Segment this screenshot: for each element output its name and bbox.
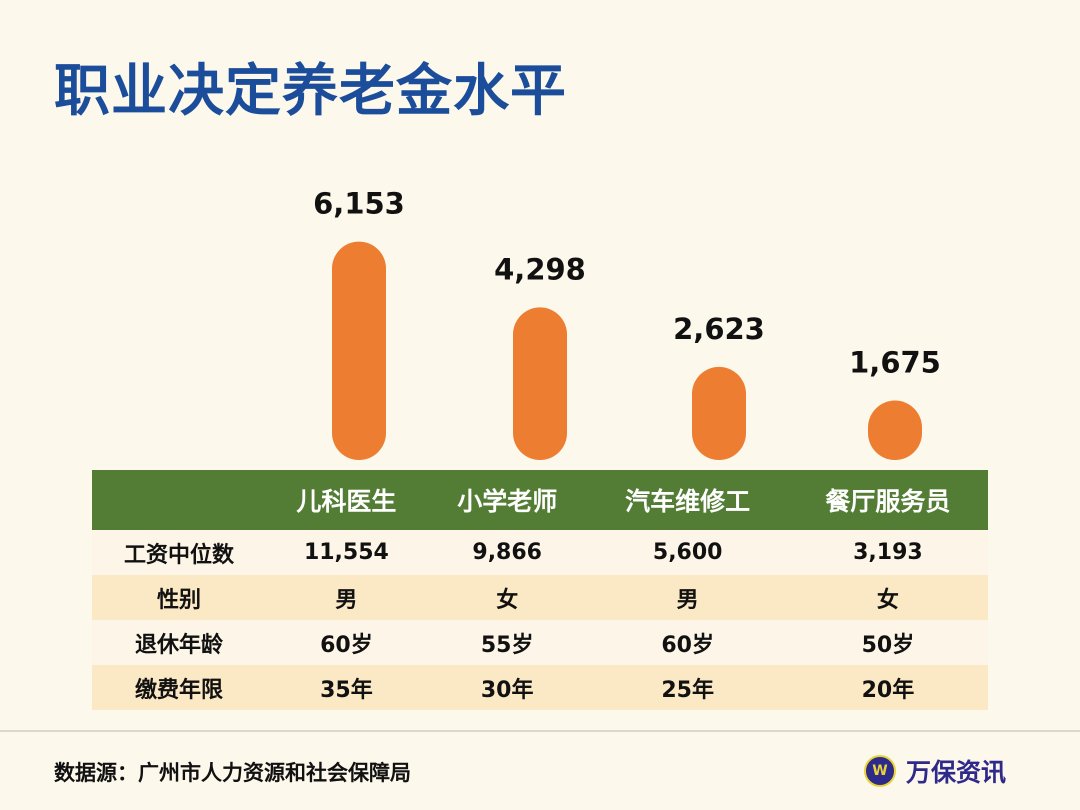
cell: 女 (787, 575, 988, 620)
row-label: 缴费年限 (92, 665, 266, 710)
brand-name: 万保资讯 (906, 758, 1007, 787)
brand: W 万保资讯 (864, 753, 1006, 789)
header-cell: 儿科医生 (266, 470, 427, 530)
data-source: 数据源：广州市人力资源和社会保障局 (54, 761, 411, 785)
row-label: 退休年龄 (92, 620, 266, 665)
cell: 9,866 (426, 530, 588, 575)
cell: 60岁 (266, 620, 427, 665)
data-label: 6,153 (313, 187, 405, 221)
cell: 男 (587, 575, 788, 620)
data-label: 1,675 (849, 346, 941, 380)
cell: 11,554 (266, 530, 427, 575)
header-cell: 小学老师 (426, 470, 588, 530)
cell: 60岁 (587, 620, 788, 665)
bar (692, 366, 746, 460)
bar-chart: 6,153 4,298 2,623 1,675 (313, 187, 941, 460)
data-table: 儿科医生 小学老师 汽车维修工 餐厅服务员 工资中位数 11,554 9,866… (92, 470, 988, 710)
table-header-row: 儿科医生 小学老师 汽车维修工 餐厅服务员 (92, 470, 988, 530)
cell: 35年 (266, 665, 427, 710)
cell: 30年 (426, 665, 588, 710)
cell: 25年 (587, 665, 788, 710)
header-cell: 餐厅服务员 (787, 470, 988, 530)
table-row: 工资中位数 11,554 9,866 5,600 3,193 (92, 530, 988, 575)
cell: 5,600 (587, 530, 788, 575)
cell: 50岁 (787, 620, 988, 665)
cell: 女 (426, 575, 588, 620)
bar (868, 400, 922, 460)
cell: 3,193 (787, 530, 988, 575)
cell: 20年 (787, 665, 988, 710)
brand-logo-icon: W (864, 755, 896, 787)
data-label: 2,623 (673, 312, 765, 346)
bar (332, 241, 386, 460)
cell: 男 (266, 575, 427, 620)
table-row: 缴费年限 35年 30年 25年 20年 (92, 665, 988, 710)
footer-divider (0, 730, 1080, 732)
page-title: 职业决定养老金水平 (54, 59, 567, 124)
bar (513, 307, 567, 460)
row-label: 工资中位数 (92, 530, 266, 575)
header-cell (92, 470, 266, 530)
data-label: 4,298 (494, 252, 586, 286)
header-cell: 汽车维修工 (587, 470, 788, 530)
row-label: 性别 (92, 575, 266, 620)
table-row: 退休年龄 60岁 55岁 60岁 50岁 (92, 620, 988, 665)
table-row: 性别 男 女 男 女 (92, 575, 988, 620)
cell: 55岁 (426, 620, 588, 665)
